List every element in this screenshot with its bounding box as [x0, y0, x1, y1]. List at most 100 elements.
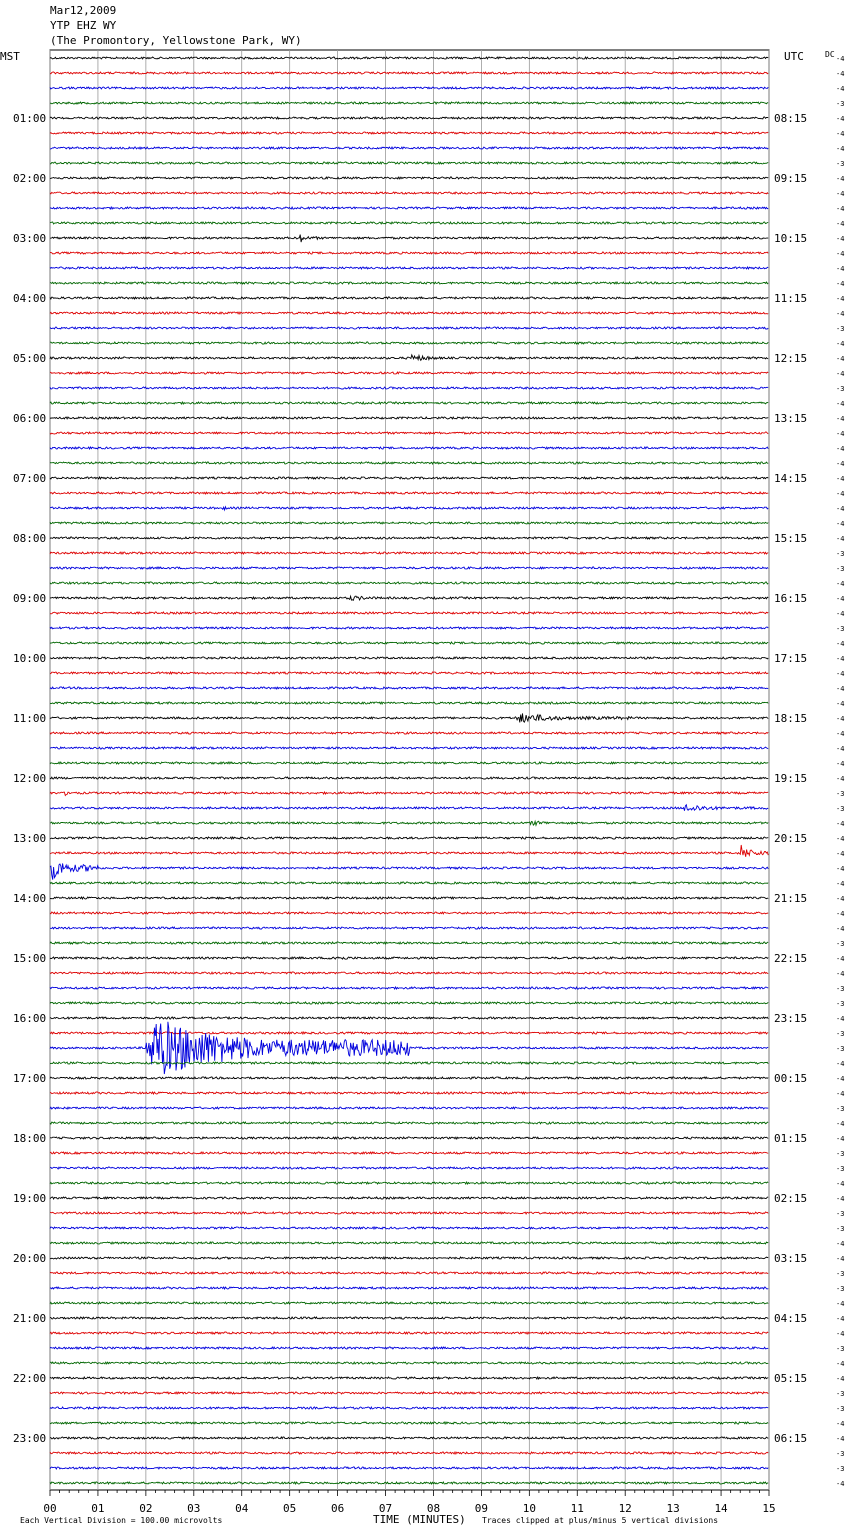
mst-hour-label: 02:00 [13, 172, 46, 185]
trace-row [49, 371, 769, 375]
trace-row [49, 296, 769, 301]
dc-offset-label: -4 [836, 1375, 844, 1383]
mst-hour-label: 07:00 [13, 472, 46, 485]
dc-offset-label: -3 [836, 1465, 844, 1473]
station-location: (The Promontory, Yellowstone Park, WY) [50, 34, 302, 47]
utc-hour-label: 05:15 [774, 1372, 807, 1385]
dc-offset-label: -4 [836, 1330, 844, 1338]
dc-offset-label: -3 [836, 940, 844, 948]
mst-hour-label: 20:00 [13, 1252, 46, 1265]
trace-row [50, 926, 769, 930]
trace-row [49, 731, 769, 735]
dc-offset-label: -4 [836, 865, 844, 873]
trace-row [49, 341, 769, 345]
utc-hour-label: 04:15 [774, 1312, 807, 1325]
dc-offset-label: -4 [836, 1015, 844, 1023]
trace-row [49, 536, 769, 540]
trace-row [49, 1391, 769, 1395]
dc-offset-label: -4 [836, 265, 844, 273]
dc-label: DC [825, 50, 835, 59]
x-tick-label: 08 [427, 1502, 440, 1515]
x-tick-label: 13 [667, 1502, 680, 1515]
dc-offset-label: -4 [836, 1195, 844, 1203]
trace-row [49, 700, 769, 706]
utc-hour-label: 01:15 [774, 1132, 807, 1145]
x-tick-label: 06 [331, 1502, 344, 1515]
trace-row [49, 985, 769, 990]
utc-hour-label: 23:15 [774, 1012, 807, 1025]
dc-offset-label: -4 [836, 430, 844, 438]
dc-offset-label: -4 [836, 850, 844, 858]
dc-offset-label: -4 [836, 190, 844, 198]
utc-hour-label: 18:15 [774, 712, 807, 725]
dc-offset-label: -4 [836, 520, 844, 528]
dc-offset-label: -4 [836, 580, 844, 588]
trace-row [49, 1301, 769, 1305]
utc-hour-label: 15:15 [774, 532, 807, 545]
trace-row [49, 55, 769, 60]
dc-offset-label: -4 [836, 85, 844, 93]
trace-row [49, 281, 769, 285]
trace-row [49, 234, 769, 243]
clipping-note: Traces clipped at plus/minus 5 vertical … [482, 1516, 718, 1525]
trace-row [49, 1375, 769, 1380]
dc-offset-label: -3 [836, 805, 844, 813]
dc-offset-label: -3 [836, 1450, 844, 1458]
dc-offset-label: -3 [836, 1285, 844, 1293]
trace-row [49, 310, 769, 316]
dc-offset-label: -4 [836, 145, 844, 153]
x-tick-label: 03 [187, 1502, 200, 1515]
mst-hour-label: 10:00 [13, 652, 46, 665]
trace-row [49, 116, 769, 120]
trace-row [49, 566, 769, 570]
trace-row [49, 581, 769, 585]
dc-offset-label: -4 [836, 1315, 844, 1323]
dc-offset-label: -3 [836, 325, 844, 333]
utc-hour-label: 16:15 [774, 592, 807, 605]
dc-offset-label: -4 [836, 610, 844, 618]
dc-offset-label: -4 [836, 700, 844, 708]
dc-offset-label: -4 [836, 220, 844, 228]
dc-offset-label: -4 [836, 490, 844, 498]
utc-hour-label: 08:15 [774, 112, 807, 125]
mst-hour-label: 03:00 [13, 232, 46, 245]
x-tick-label: 01 [91, 1502, 104, 1515]
dc-offset-label: -4 [836, 460, 844, 468]
trace-row [49, 101, 769, 105]
seismic-traces [49, 55, 769, 1486]
dc-offset-label: -4 [836, 745, 844, 753]
trace-row [49, 446, 769, 451]
trace-row [49, 1196, 769, 1200]
utc-hour-label: 03:15 [774, 1252, 807, 1265]
dc-offset-label: -4 [836, 310, 844, 318]
trace-row [49, 1000, 769, 1005]
trace-row [49, 956, 769, 960]
vertical-division-note: Each Vertical Division = 100.00 microvol… [20, 1516, 222, 1525]
dc-offset-label: -4 [836, 250, 844, 258]
utc-hour-label: 14:15 [774, 472, 807, 485]
trace-row [49, 1021, 769, 1075]
trace-row [49, 844, 769, 857]
dc-offset-label: -4 [836, 775, 844, 783]
mst-hour-label: 17:00 [13, 1072, 46, 1085]
x-tick-label: 14 [714, 1502, 728, 1515]
trace-row [49, 1480, 769, 1486]
trace-row [49, 881, 769, 885]
dc-offset-label: -3 [836, 1045, 844, 1053]
dc-offset-label: -3 [836, 385, 844, 393]
dc-offset-label: -4 [836, 70, 844, 78]
dc-offset-label: -3 [836, 1270, 844, 1278]
utc-hour-label: 22:15 [774, 952, 807, 965]
trace-row [49, 191, 769, 195]
dc-offset-label: -4 [836, 1090, 844, 1098]
dc-offset-label: -4 [836, 370, 844, 378]
dc-offset-label: -3 [836, 1210, 844, 1218]
trace-row [49, 251, 769, 255]
x-tick-label: 09 [475, 1502, 488, 1515]
trace-row [49, 1015, 769, 1020]
dc-offset-label: -3 [836, 1405, 844, 1413]
mst-hour-label: 19:00 [13, 1192, 46, 1205]
dc-offset-label: -3 [836, 985, 844, 993]
dc-offset-label: -4 [836, 340, 844, 348]
mst-hour-label: 05:00 [13, 352, 46, 365]
